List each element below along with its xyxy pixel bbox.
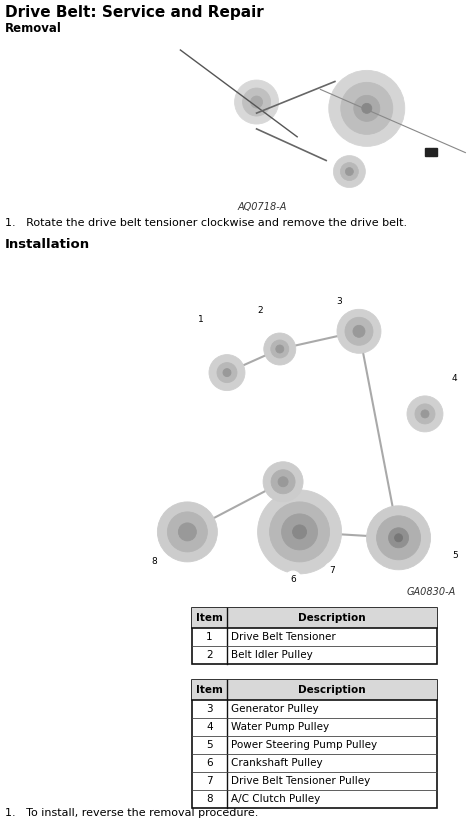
Circle shape — [209, 355, 245, 391]
Circle shape — [362, 104, 372, 114]
Circle shape — [235, 80, 279, 124]
Text: 2: 2 — [206, 650, 213, 660]
Circle shape — [447, 371, 463, 387]
Text: AQ0718-A: AQ0718-A — [237, 202, 287, 212]
Circle shape — [282, 514, 318, 550]
Circle shape — [251, 96, 263, 108]
Text: Water Pump Pulley: Water Pump Pulley — [231, 722, 329, 732]
Circle shape — [389, 528, 409, 548]
Text: 3: 3 — [206, 704, 213, 714]
Circle shape — [271, 470, 295, 493]
Text: A/C Clutch Pulley: A/C Clutch Pulley — [231, 794, 320, 804]
Circle shape — [329, 70, 405, 146]
Circle shape — [376, 516, 420, 559]
Circle shape — [415, 404, 435, 424]
Circle shape — [366, 506, 430, 569]
Text: Drive Belt Tensioner Pulley: Drive Belt Tensioner Pulley — [231, 776, 370, 786]
Circle shape — [276, 345, 284, 353]
Bar — [175, 42, 465, 200]
Text: 6: 6 — [206, 758, 213, 768]
Circle shape — [278, 477, 288, 487]
Bar — [192, 608, 437, 664]
Text: 8: 8 — [206, 794, 213, 804]
Text: Description: Description — [298, 685, 366, 695]
Text: 6: 6 — [290, 574, 296, 584]
Circle shape — [192, 311, 209, 327]
Circle shape — [146, 554, 163, 569]
Bar — [433, 148, 437, 156]
Circle shape — [157, 502, 218, 562]
Text: Installation: Installation — [5, 238, 90, 251]
Circle shape — [263, 462, 303, 502]
Circle shape — [325, 562, 341, 579]
Text: Item: Item — [196, 613, 223, 623]
Bar — [192, 608, 437, 628]
Text: 1.   To install, reverse the removal procedure.: 1. To install, reverse the removal proce… — [5, 808, 258, 818]
Text: 3: 3 — [337, 297, 342, 306]
Text: 4: 4 — [206, 722, 213, 732]
Text: Generator Pulley: Generator Pulley — [231, 704, 319, 714]
Circle shape — [333, 155, 365, 188]
Circle shape — [337, 309, 381, 353]
Circle shape — [243, 88, 271, 116]
Circle shape — [264, 333, 296, 365]
Circle shape — [257, 490, 342, 574]
Circle shape — [217, 362, 237, 382]
Bar — [429, 148, 433, 156]
Circle shape — [292, 525, 307, 539]
Circle shape — [345, 317, 373, 346]
Circle shape — [407, 396, 443, 432]
Text: 1: 1 — [198, 315, 203, 324]
Circle shape — [331, 294, 347, 310]
Text: Removal: Removal — [5, 22, 62, 35]
Text: Crankshaft Pulley: Crankshaft Pulley — [231, 758, 323, 768]
Text: 5: 5 — [452, 551, 457, 560]
Circle shape — [421, 410, 429, 418]
Text: 7: 7 — [206, 776, 213, 786]
Circle shape — [285, 571, 301, 587]
Text: Drive Belt: Service and Repair: Drive Belt: Service and Repair — [5, 5, 264, 20]
Text: GA0830-A: GA0830-A — [407, 587, 456, 597]
Text: Description: Description — [298, 613, 366, 623]
Circle shape — [178, 523, 196, 541]
Circle shape — [223, 368, 231, 377]
Text: 1: 1 — [206, 632, 213, 642]
Circle shape — [394, 534, 402, 542]
Circle shape — [271, 340, 289, 358]
Text: 1.   Rotate the drive belt tensioner clockwise and remove the drive belt.: 1. Rotate the drive belt tensioner clock… — [5, 218, 407, 228]
Bar — [192, 680, 437, 808]
Circle shape — [252, 302, 268, 319]
Text: Belt Idler Pulley: Belt Idler Pulley — [231, 650, 313, 660]
Circle shape — [270, 502, 329, 562]
Bar — [192, 680, 437, 700]
Circle shape — [167, 512, 208, 552]
Circle shape — [341, 83, 393, 134]
Text: 4: 4 — [452, 374, 457, 383]
Text: 7: 7 — [330, 566, 336, 574]
Circle shape — [346, 168, 354, 175]
Circle shape — [353, 326, 365, 337]
Text: 5: 5 — [206, 740, 213, 750]
Text: Item: Item — [196, 685, 223, 695]
Circle shape — [447, 548, 463, 564]
Text: Power Steering Pump Pulley: Power Steering Pump Pulley — [231, 740, 377, 750]
Bar — [128, 290, 458, 585]
Circle shape — [340, 163, 358, 180]
Circle shape — [354, 95, 380, 121]
Text: Drive Belt Tensioner: Drive Belt Tensioner — [231, 632, 336, 642]
Bar — [425, 148, 429, 156]
Text: 8: 8 — [152, 557, 157, 566]
Text: 2: 2 — [257, 306, 263, 315]
